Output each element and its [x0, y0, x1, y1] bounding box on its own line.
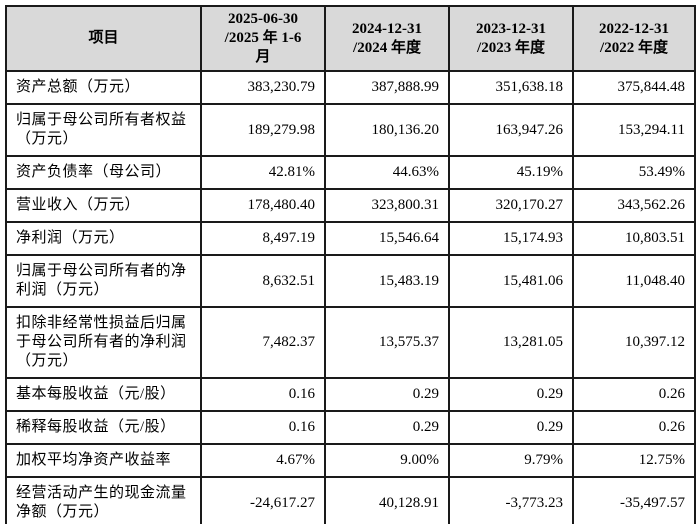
header-cell-2024: 2024-12-31 /2024 年度 — [324, 5, 450, 72]
value-cell: 8,497.19 — [200, 221, 326, 256]
table-row-weighted-roe: 加权平均净资产收益率 4.67% 9.00% 9.79% 12.75% — [5, 443, 696, 478]
header-row: 项目 2025-06-30 /2025 年 1-6 月 2024-12-31 /… — [5, 5, 696, 72]
value-cell: 0.26 — [572, 377, 696, 412]
value-cell: 153,294.11 — [572, 103, 696, 157]
table-row-parent-net-profit: 归属于母公司所有者的净利润（万元） 8,632.51 15,483.19 15,… — [5, 254, 696, 308]
table-row-operating-cash-flow: 经营活动产生的现金流量净额（万元） -24,617.27 40,128.91 -… — [5, 476, 696, 524]
value-cell: 343,562.26 — [572, 188, 696, 223]
value-cell: 320,170.27 — [448, 188, 574, 223]
value-cell: 323,800.31 — [324, 188, 450, 223]
row-label: 稀释每股收益（元/股） — [5, 410, 202, 445]
value-cell: 375,844.48 — [572, 70, 696, 105]
row-label: 资产总额（万元） — [5, 70, 202, 105]
value-cell: 10,803.51 — [572, 221, 696, 256]
value-cell: 10,397.12 — [572, 306, 696, 379]
row-label: 净利润（万元） — [5, 221, 202, 256]
row-label: 营业收入（万元） — [5, 188, 202, 223]
value-cell: 0.29 — [448, 410, 574, 445]
value-cell: 4.67% — [200, 443, 326, 478]
table-row-deducted-net-profit: 扣除非经常性损益后归属于母公司所有者的净利润（万元） 7,482.37 13,5… — [5, 306, 696, 379]
value-cell: 0.29 — [324, 377, 450, 412]
row-label: 扣除非经常性损益后归属于母公司所有者的净利润（万元） — [5, 306, 202, 379]
value-cell: 15,483.19 — [324, 254, 450, 308]
value-cell: 45.19% — [448, 155, 574, 190]
table-row-total-assets: 资产总额（万元） 383,230.79 387,888.99 351,638.1… — [5, 70, 696, 105]
value-cell: 178,480.40 — [200, 188, 326, 223]
table-row-net-profit: 净利润（万元） 8,497.19 15,546.64 15,174.93 10,… — [5, 221, 696, 256]
header-cell-2025h1: 2025-06-30 /2025 年 1-6 月 — [200, 5, 326, 72]
value-cell: 13,575.37 — [324, 306, 450, 379]
financial-summary-table: 项目 2025-06-30 /2025 年 1-6 月 2024-12-31 /… — [5, 5, 696, 524]
value-cell: 163,947.26 — [448, 103, 574, 157]
value-cell: 9.00% — [324, 443, 450, 478]
value-cell: 351,638.18 — [448, 70, 574, 105]
value-cell: 15,546.64 — [324, 221, 450, 256]
table-row-debt-ratio: 资产负债率（母公司） 42.81% 44.63% 45.19% 53.49% — [5, 155, 696, 190]
value-cell: 7,482.37 — [200, 306, 326, 379]
value-cell: -24,617.27 — [200, 476, 326, 524]
value-cell: 11,048.40 — [572, 254, 696, 308]
row-label: 加权平均净资产收益率 — [5, 443, 202, 478]
value-cell: 15,174.93 — [448, 221, 574, 256]
value-cell: 0.26 — [572, 410, 696, 445]
row-label: 归属于母公司所有者权益（万元） — [5, 103, 202, 157]
value-cell: 0.29 — [448, 377, 574, 412]
value-cell: 42.81% — [200, 155, 326, 190]
table-row-basic-eps: 基本每股收益（元/股） 0.16 0.29 0.29 0.26 — [5, 377, 696, 412]
table-row-diluted-eps: 稀释每股收益（元/股） 0.16 0.29 0.29 0.26 — [5, 410, 696, 445]
value-cell: 44.63% — [324, 155, 450, 190]
table-row-revenue: 营业收入（万元） 178,480.40 323,800.31 320,170.2… — [5, 188, 696, 223]
value-cell: 53.49% — [572, 155, 696, 190]
value-cell: 0.16 — [200, 377, 326, 412]
value-cell: 12.75% — [572, 443, 696, 478]
row-label: 基本每股收益（元/股） — [5, 377, 202, 412]
value-cell: 387,888.99 — [324, 70, 450, 105]
value-cell: 0.29 — [324, 410, 450, 445]
row-label: 资产负债率（母公司） — [5, 155, 202, 190]
value-cell: -35,497.57 — [572, 476, 696, 524]
header-cell-item: 项目 — [5, 5, 202, 72]
value-cell: 15,481.06 — [448, 254, 574, 308]
value-cell: 8,632.51 — [200, 254, 326, 308]
value-cell: 0.16 — [200, 410, 326, 445]
value-cell: 189,279.98 — [200, 103, 326, 157]
header-cell-2022: 2022-12-31 /2022 年度 — [572, 5, 696, 72]
value-cell: 180,136.20 — [324, 103, 450, 157]
row-label: 归属于母公司所有者的净利润（万元） — [5, 254, 202, 308]
value-cell: 13,281.05 — [448, 306, 574, 379]
value-cell: 40,128.91 — [324, 476, 450, 524]
row-label: 经营活动产生的现金流量净额（万元） — [5, 476, 202, 524]
header-cell-2023: 2023-12-31 /2023 年度 — [448, 5, 574, 72]
table-row-parent-equity: 归属于母公司所有者权益（万元） 189,279.98 180,136.20 16… — [5, 103, 696, 157]
value-cell: 9.79% — [448, 443, 574, 478]
value-cell: -3,773.23 — [448, 476, 574, 524]
value-cell: 383,230.79 — [200, 70, 326, 105]
